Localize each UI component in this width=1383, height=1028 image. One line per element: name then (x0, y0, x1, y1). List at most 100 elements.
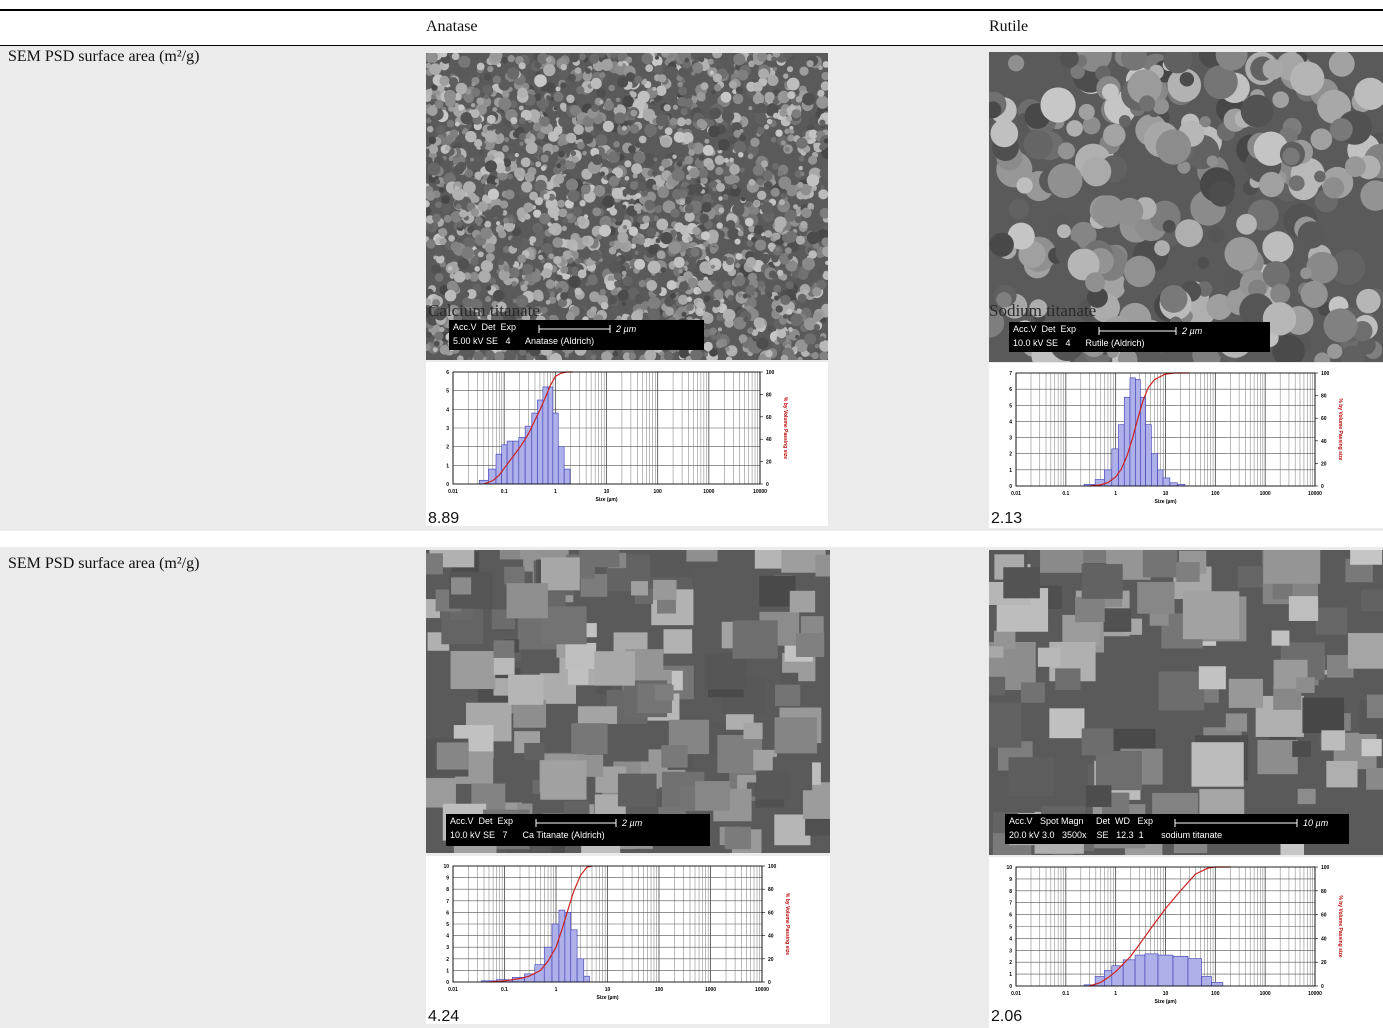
particle (560, 82, 566, 88)
particle (1209, 181, 1235, 207)
particle (618, 290, 629, 301)
scale-label: 10 µm (1303, 818, 1329, 828)
particle (504, 137, 509, 142)
particle (775, 129, 782, 136)
particle (608, 261, 621, 274)
particle (710, 108, 721, 119)
particle (753, 165, 764, 176)
particle (798, 166, 802, 170)
particle (556, 163, 561, 168)
y-tick-label: 4 (1009, 419, 1012, 425)
particle (692, 62, 703, 73)
particle (524, 281, 529, 286)
particle (426, 332, 432, 338)
y-tick-label: 5 (446, 922, 449, 928)
particle (638, 91, 650, 103)
particle (591, 355, 596, 360)
y2-axis-label: % by Volume Passing size (782, 397, 788, 459)
particle (767, 325, 774, 332)
particle (807, 203, 814, 210)
particle (643, 109, 656, 122)
particle (754, 317, 765, 328)
particle (1259, 172, 1284, 197)
particle (431, 264, 441, 274)
particle (1057, 224, 1071, 238)
particle (753, 82, 763, 92)
particle (568, 276, 580, 288)
particle (432, 214, 441, 223)
x-tick-label: 1 (1114, 991, 1117, 997)
distribution-bar (1140, 397, 1145, 486)
particle (571, 151, 576, 156)
distribution-bar (1135, 379, 1140, 486)
particle (696, 92, 705, 101)
particle (484, 73, 492, 81)
y-tick-label: 2 (446, 957, 449, 963)
particle (1104, 608, 1132, 632)
particle (634, 259, 645, 270)
particle (533, 153, 538, 158)
particle (621, 243, 628, 250)
particle (1156, 129, 1191, 164)
particle (800, 172, 804, 176)
particle (585, 259, 592, 266)
particle (495, 163, 505, 173)
particle (575, 259, 581, 265)
particle (624, 160, 631, 167)
particle (553, 92, 563, 102)
x-tick-label: 1000 (705, 987, 716, 993)
particle (584, 94, 592, 102)
particle (625, 176, 630, 181)
particle (465, 169, 474, 178)
particle (787, 66, 793, 72)
particle (715, 167, 723, 175)
particle (554, 174, 564, 184)
particle (703, 312, 709, 318)
particle (579, 200, 585, 206)
particle (519, 117, 526, 124)
particle (445, 96, 456, 107)
distribution-bar (1112, 449, 1119, 486)
particle (714, 289, 724, 299)
particle (700, 279, 712, 291)
column-header: Anatase (426, 18, 478, 36)
particle (745, 285, 755, 295)
particle (441, 195, 450, 204)
particle (554, 216, 558, 220)
particle (566, 133, 577, 144)
particle (614, 112, 625, 123)
particle (738, 152, 744, 158)
particle (1009, 199, 1030, 220)
particle (609, 296, 617, 304)
y2-axis-label: % by Volume Passing size (1337, 895, 1343, 957)
particle (519, 142, 523, 146)
particle (454, 164, 465, 175)
particle (733, 141, 746, 154)
particle (599, 289, 606, 296)
particle (777, 171, 783, 177)
particle (426, 239, 436, 249)
particle (574, 288, 582, 296)
particle (546, 95, 551, 100)
particle (564, 353, 568, 357)
particle (456, 204, 462, 210)
particle (530, 162, 534, 166)
y2-tick-label: 40 (1321, 439, 1327, 445)
particle (510, 117, 517, 124)
particle (780, 295, 790, 305)
particle (614, 272, 622, 280)
particle (785, 210, 797, 222)
particle (639, 136, 647, 144)
particle (590, 306, 597, 313)
particle (1096, 751, 1142, 790)
particle (566, 95, 574, 103)
particle (761, 160, 768, 167)
particle (1009, 757, 1055, 796)
scale-label: 2 µm (615, 324, 637, 334)
cell-value: 8.89 (428, 510, 459, 528)
particle (775, 685, 800, 706)
particle (560, 103, 567, 110)
particle (566, 174, 572, 180)
particle (787, 254, 792, 259)
particle (818, 189, 828, 199)
